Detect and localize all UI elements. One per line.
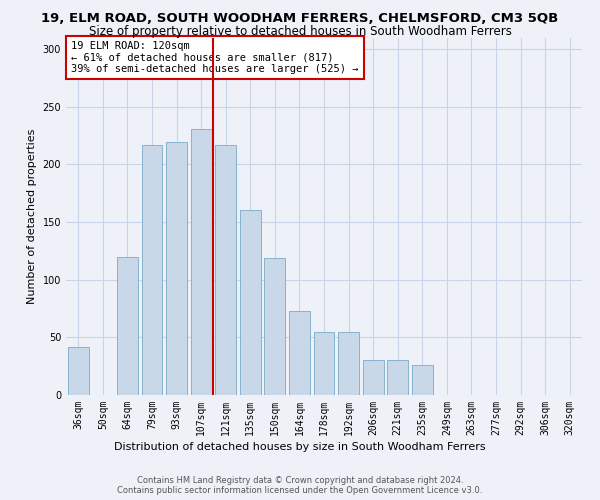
- Bar: [117, 256, 138, 395]
- Text: Contains public sector information licensed under the Open Government Licence v3: Contains public sector information licen…: [118, 486, 482, 495]
- Bar: [166, 142, 187, 395]
- Bar: [215, 145, 236, 395]
- Bar: [191, 128, 212, 395]
- Text: 19 ELM ROAD: 120sqm
← 61% of detached houses are smaller (817)
39% of semi-detac: 19 ELM ROAD: 120sqm ← 61% of detached ho…: [71, 41, 359, 74]
- Text: Size of property relative to detached houses in South Woodham Ferrers: Size of property relative to detached ho…: [89, 25, 511, 38]
- Text: Contains HM Land Registry data © Crown copyright and database right 2024.: Contains HM Land Registry data © Crown c…: [137, 476, 463, 485]
- Bar: [412, 365, 433, 395]
- Bar: [338, 332, 359, 395]
- Bar: [68, 346, 89, 395]
- Bar: [142, 145, 163, 395]
- Y-axis label: Number of detached properties: Number of detached properties: [27, 128, 37, 304]
- Text: Distribution of detached houses by size in South Woodham Ferrers: Distribution of detached houses by size …: [114, 442, 486, 452]
- Bar: [314, 332, 334, 395]
- Bar: [362, 360, 383, 395]
- Bar: [289, 311, 310, 395]
- Text: 19, ELM ROAD, SOUTH WOODHAM FERRERS, CHELMSFORD, CM3 5QB: 19, ELM ROAD, SOUTH WOODHAM FERRERS, CHE…: [41, 12, 559, 26]
- Bar: [265, 258, 286, 395]
- Bar: [387, 360, 408, 395]
- Bar: [240, 210, 261, 395]
